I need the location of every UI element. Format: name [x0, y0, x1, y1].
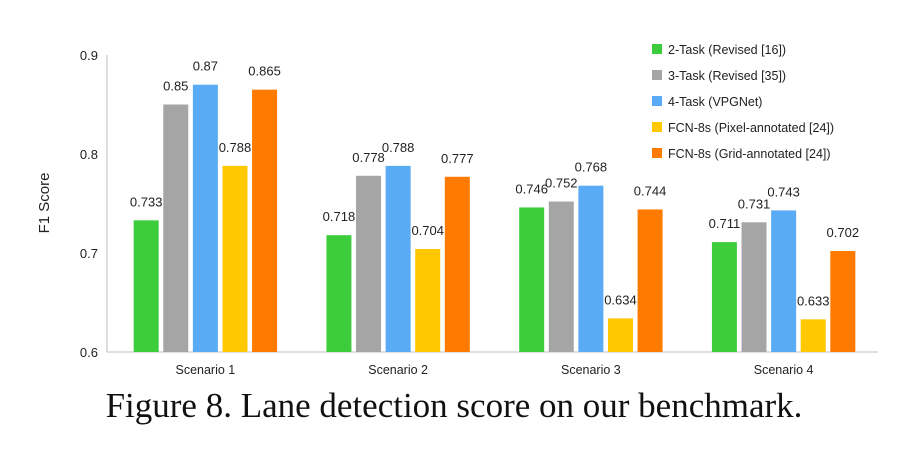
- bar: [711, 242, 737, 352]
- legend-label: 3-Task (Revised [35]): [668, 69, 786, 83]
- plot-area: 0.6 0.7 0.8 0.9 0.733 0.85 0.87 0.788 0.865 Scena…: [80, 43, 878, 377]
- data-label: 0.85: [163, 79, 188, 94]
- bar: [548, 201, 574, 352]
- legend-swatch: [652, 148, 662, 158]
- y-tick-label: 0.6: [80, 345, 98, 360]
- bar: [607, 318, 633, 352]
- data-label: 0.752: [545, 176, 578, 191]
- data-label: 0.711: [709, 216, 741, 231]
- bar: [326, 235, 352, 352]
- legend-label: 2-Task (Revised [16]): [668, 43, 786, 57]
- data-label: 0.743: [767, 184, 800, 199]
- bar: [356, 175, 382, 352]
- bar: [800, 319, 826, 352]
- data-label: 0.731: [738, 196, 771, 211]
- legend-swatch: [652, 122, 662, 132]
- bar: [519, 207, 545, 352]
- bar: [830, 251, 856, 352]
- bar: [415, 249, 441, 352]
- data-label: 0.788: [219, 140, 252, 155]
- legend-swatch: [652, 70, 662, 80]
- bar: [222, 165, 248, 352]
- bar: [578, 185, 604, 352]
- data-label: 0.634: [604, 292, 637, 307]
- data-label: 0.777: [441, 151, 474, 166]
- y-tick-label: 0.7: [80, 246, 98, 261]
- bar: [771, 210, 797, 352]
- legend-swatch: [652, 44, 662, 54]
- data-label: 0.733: [130, 194, 163, 209]
- data-label: 0.788: [382, 140, 415, 155]
- bar: [637, 209, 663, 352]
- data-label: 0.778: [352, 150, 385, 165]
- legend-label: FCN-8s (Pixel-annotated [24]): [668, 121, 834, 135]
- data-label: 0.702: [827, 225, 860, 240]
- legend-label: 4-Task (VPGNet): [668, 95, 762, 109]
- x-tick-label: Scenario 1: [175, 363, 235, 377]
- bar: [163, 104, 189, 352]
- legend-label: FCN-8s (Grid-annotated [24]): [668, 147, 831, 161]
- bar: [252, 89, 278, 353]
- y-tick-label: 0.9: [80, 48, 98, 63]
- bar: [133, 220, 159, 352]
- data-label: 0.744: [634, 183, 667, 198]
- data-label: 0.87: [193, 59, 218, 74]
- data-label: 0.633: [797, 293, 830, 308]
- data-label: 0.865: [248, 64, 281, 79]
- legend-swatch: [652, 96, 662, 106]
- x-tick-label: Scenario 2: [368, 363, 428, 377]
- bar: [741, 222, 767, 352]
- data-label: 0.746: [515, 181, 548, 196]
- x-tick-label: Scenario 4: [754, 363, 814, 377]
- data-label: 0.768: [575, 160, 608, 175]
- y-axis-label: F1 Score: [36, 173, 53, 234]
- x-tick-label: Scenario 3: [561, 363, 621, 377]
- figure-caption: Figure 8. Lane detection score on our be…: [105, 386, 803, 425]
- bar: [444, 176, 470, 352]
- data-label: 0.704: [411, 223, 444, 238]
- bar: [385, 165, 411, 352]
- y-tick-label: 0.8: [80, 147, 98, 162]
- data-label: 0.718: [323, 209, 356, 224]
- bar: [192, 84, 218, 352]
